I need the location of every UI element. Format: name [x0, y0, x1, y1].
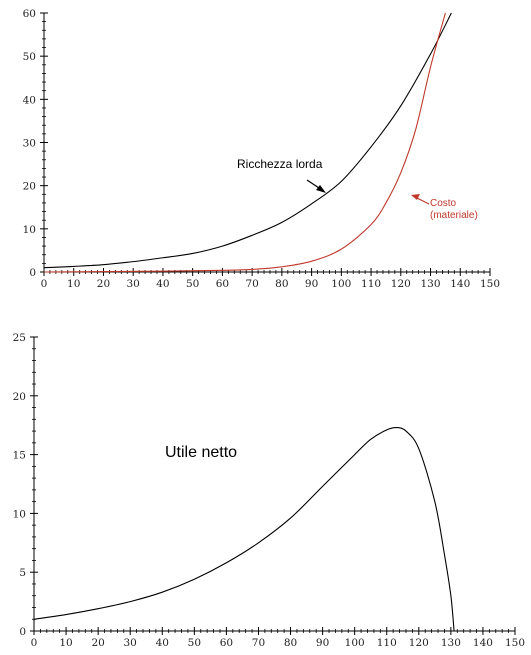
arrowhead-icon [411, 194, 420, 200]
x-tick-label: 0 [31, 637, 38, 649]
arrowhead-icon [316, 185, 326, 193]
series-line-1 [44, 12, 446, 273]
y-tick-label: 20 [13, 391, 26, 403]
y-tick-label: 60 [23, 8, 36, 20]
y-tick-label: 10 [13, 508, 26, 520]
y-tick-label: 15 [13, 450, 26, 462]
x-tick-label: 10 [67, 278, 80, 290]
annotation-gross-wealth: Ricchezza lorda [237, 157, 323, 171]
x-tick-label: 150 [505, 637, 525, 649]
x-tick-label: 80 [275, 278, 288, 290]
y-tick-label: 30 [23, 138, 36, 150]
x-tick-label: 70 [252, 637, 265, 649]
x-tick-label: 60 [220, 637, 233, 649]
x-tick-label: 120 [409, 637, 429, 649]
x-tick-label: 150 [480, 278, 500, 290]
y-tick-label: 0 [19, 626, 26, 638]
series-line-0 [34, 426, 455, 632]
x-tick-label: 30 [127, 278, 140, 290]
x-tick-label: 130 [421, 278, 441, 290]
x-tick-label: 10 [59, 637, 72, 649]
x-tick-label: 0 [41, 278, 48, 290]
x-tick-label: 30 [124, 637, 137, 649]
x-tick-label: 130 [441, 637, 461, 649]
series-line-0 [44, 12, 452, 269]
annotation-net-profit: Utile netto [165, 444, 237, 461]
y-tick-label: 20 [23, 181, 36, 193]
x-tick-label: 140 [450, 278, 470, 290]
x-tick-label: 50 [188, 637, 201, 649]
y-tick-label: 0 [29, 267, 36, 279]
bottom-chart: 0 10 20 30 40 50 60 70 80 90 100 110 120 130 140 150 0 5 1… [13, 332, 525, 649]
x-tick-label: 80 [284, 637, 297, 649]
x-tick-label: 20 [91, 637, 104, 649]
x-tick-label: 120 [391, 278, 411, 290]
x-tick-label: 110 [377, 637, 397, 649]
annotation-cost: Costo [430, 198, 457, 209]
x-tick-label: 90 [316, 637, 329, 649]
x-tick-label: 140 [473, 637, 493, 649]
x-tick-label: 90 [305, 278, 318, 290]
x-tick-label: 50 [186, 278, 199, 290]
x-tick-label: 100 [331, 278, 351, 290]
annotation-cost-material: (materiale) [430, 210, 478, 221]
y-tick-label: 10 [23, 224, 36, 236]
x-tick-label: 40 [156, 637, 169, 649]
y-tick-label: 25 [13, 332, 26, 344]
x-tick-label: 60 [216, 278, 229, 290]
x-tick-label: 110 [361, 278, 381, 290]
x-tick-label: 100 [345, 637, 365, 649]
y-tick-label: 5 [19, 567, 26, 579]
x-tick-label: 40 [156, 278, 169, 290]
x-tick-label: 70 [245, 278, 258, 290]
top-chart: 0 10 20 30 40 50 60 70 80 90 100 110 120 130 140 150 0 10… [23, 8, 500, 290]
y-tick-label: 50 [23, 51, 36, 63]
y-tick-label: 40 [23, 94, 36, 106]
x-tick-label: 20 [97, 278, 110, 290]
